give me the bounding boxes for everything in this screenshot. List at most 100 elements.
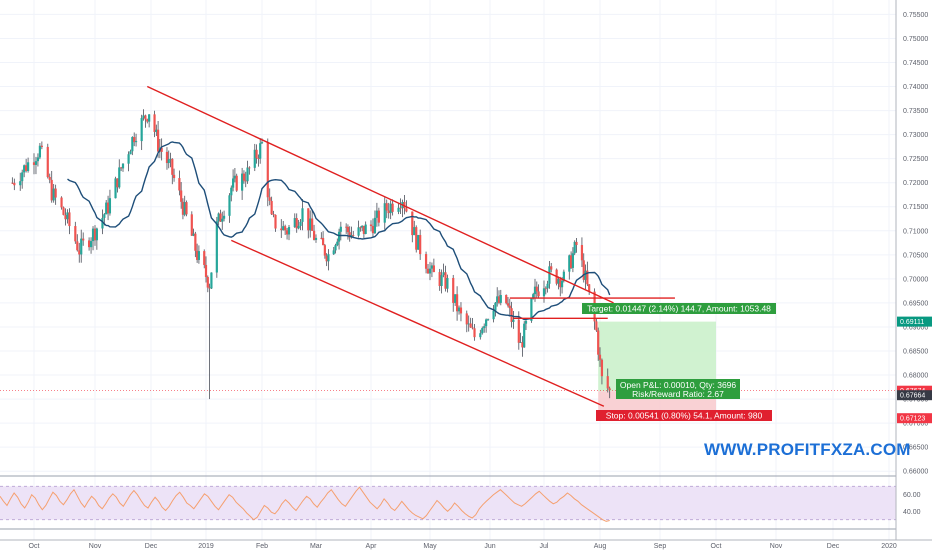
candle-body xyxy=(469,323,472,328)
open-pnl-bg xyxy=(616,379,740,399)
candle-body xyxy=(180,190,183,202)
candle-body xyxy=(295,218,298,229)
candle-body xyxy=(465,313,468,325)
candle-body xyxy=(233,175,237,179)
candle-body xyxy=(419,235,422,255)
candle-body xyxy=(196,250,199,260)
candle-body xyxy=(446,277,449,289)
candle-body xyxy=(156,129,160,152)
price-tag-bg xyxy=(897,413,932,424)
candle-body xyxy=(452,277,455,303)
time-tick-label: Jul xyxy=(540,543,549,550)
candle-body xyxy=(546,283,549,289)
candle-body xyxy=(339,226,342,232)
candle-body xyxy=(171,158,174,175)
candle-body xyxy=(508,305,511,309)
candle-body xyxy=(580,245,584,261)
time-tick-label: Dec xyxy=(145,543,158,550)
candle-body xyxy=(255,149,258,159)
candle-body xyxy=(348,232,351,238)
candle-body xyxy=(383,203,386,223)
candle-body xyxy=(208,287,211,289)
candle-body xyxy=(369,224,373,227)
candle-body xyxy=(282,226,285,231)
candle-body xyxy=(133,137,136,143)
candle-body xyxy=(108,198,112,214)
candle-body xyxy=(391,203,394,212)
candle-body xyxy=(23,165,26,173)
candle-body xyxy=(568,255,571,272)
candle-body xyxy=(325,255,328,262)
watermark-text: WWW.PROFITFXZA.COM xyxy=(704,440,911,459)
price-tick-label: 0.72500 xyxy=(903,156,928,163)
candle-body xyxy=(426,268,430,274)
candle-body xyxy=(299,221,302,226)
price-tick-label: 0.66500 xyxy=(903,445,928,452)
candle-body xyxy=(586,270,589,285)
candle-body xyxy=(387,210,390,214)
candle-body xyxy=(140,118,143,142)
candle-body xyxy=(260,142,264,144)
candle-body xyxy=(542,288,546,297)
candle-body xyxy=(497,296,501,303)
price-tag-bg xyxy=(897,316,932,327)
candle-body xyxy=(266,142,269,198)
candle-body xyxy=(399,207,402,209)
rsi-tick-label: 40.00 xyxy=(903,509,921,516)
price-tick-label: 0.75000 xyxy=(903,36,928,43)
candle-body xyxy=(93,228,97,241)
candle-body xyxy=(32,162,36,165)
candle-body xyxy=(242,173,246,181)
candle-body xyxy=(248,167,251,169)
candle-body xyxy=(523,323,526,348)
candle-body xyxy=(50,179,53,201)
candle-body xyxy=(228,195,231,216)
price-tick-label: 0.68500 xyxy=(903,348,928,355)
candle-body xyxy=(178,178,181,191)
time-tick-label: Feb xyxy=(256,543,268,550)
time-axis[interactable]: Oct Nov Dec 2019 Feb Mar Apr May Jun Jul Aug Sep Oct… xyxy=(0,539,932,550)
candle-body xyxy=(54,188,57,198)
candle-body xyxy=(548,266,551,284)
candle-body xyxy=(471,327,474,329)
price-tag-label: 0.69111 xyxy=(900,319,924,326)
open-pnl-label: Open P&L: 0.00010, Qty: 3696 xyxy=(620,380,737,390)
candles xyxy=(11,109,611,400)
price-tick-label: 0.74000 xyxy=(903,84,928,91)
main-pane-grid xyxy=(0,0,896,540)
price-axis[interactable]: 0.75500 0.75000 0.74500 0.74000 0.73500 0.730… xyxy=(895,0,932,540)
candle-body xyxy=(82,238,85,241)
time-tick-label: Aug xyxy=(594,543,607,550)
candle-body xyxy=(530,298,533,321)
candle-body xyxy=(148,114,151,122)
candle-body xyxy=(385,203,388,211)
risk-reward-label: Risk/Reward Ratio: 2.67 xyxy=(632,389,724,399)
price-tick-label: 0.67000 xyxy=(903,421,928,428)
candle-body xyxy=(257,158,260,160)
drawings xyxy=(0,85,896,477)
candle-body xyxy=(483,326,486,329)
candle-body xyxy=(415,227,418,250)
candle-body xyxy=(190,214,193,236)
candle-body xyxy=(337,231,341,242)
candle-body xyxy=(26,162,30,171)
candle-body xyxy=(413,227,416,236)
candle-body xyxy=(244,180,247,182)
candle-body xyxy=(203,251,206,265)
time-tick-label: Jun xyxy=(484,543,495,550)
time-tick-label: May xyxy=(423,543,437,550)
candle-body xyxy=(359,227,362,229)
candle-body xyxy=(127,154,130,164)
candle-body xyxy=(160,147,163,152)
candle-body xyxy=(411,211,414,236)
candle-body xyxy=(417,235,420,250)
candle-body xyxy=(345,226,348,228)
candle-body xyxy=(440,275,443,286)
candle-body xyxy=(560,281,564,288)
candle-body xyxy=(246,167,249,182)
rsi-pane xyxy=(0,485,896,530)
candle-body xyxy=(253,149,256,168)
candle-body xyxy=(600,359,604,377)
candle-body xyxy=(320,237,323,239)
